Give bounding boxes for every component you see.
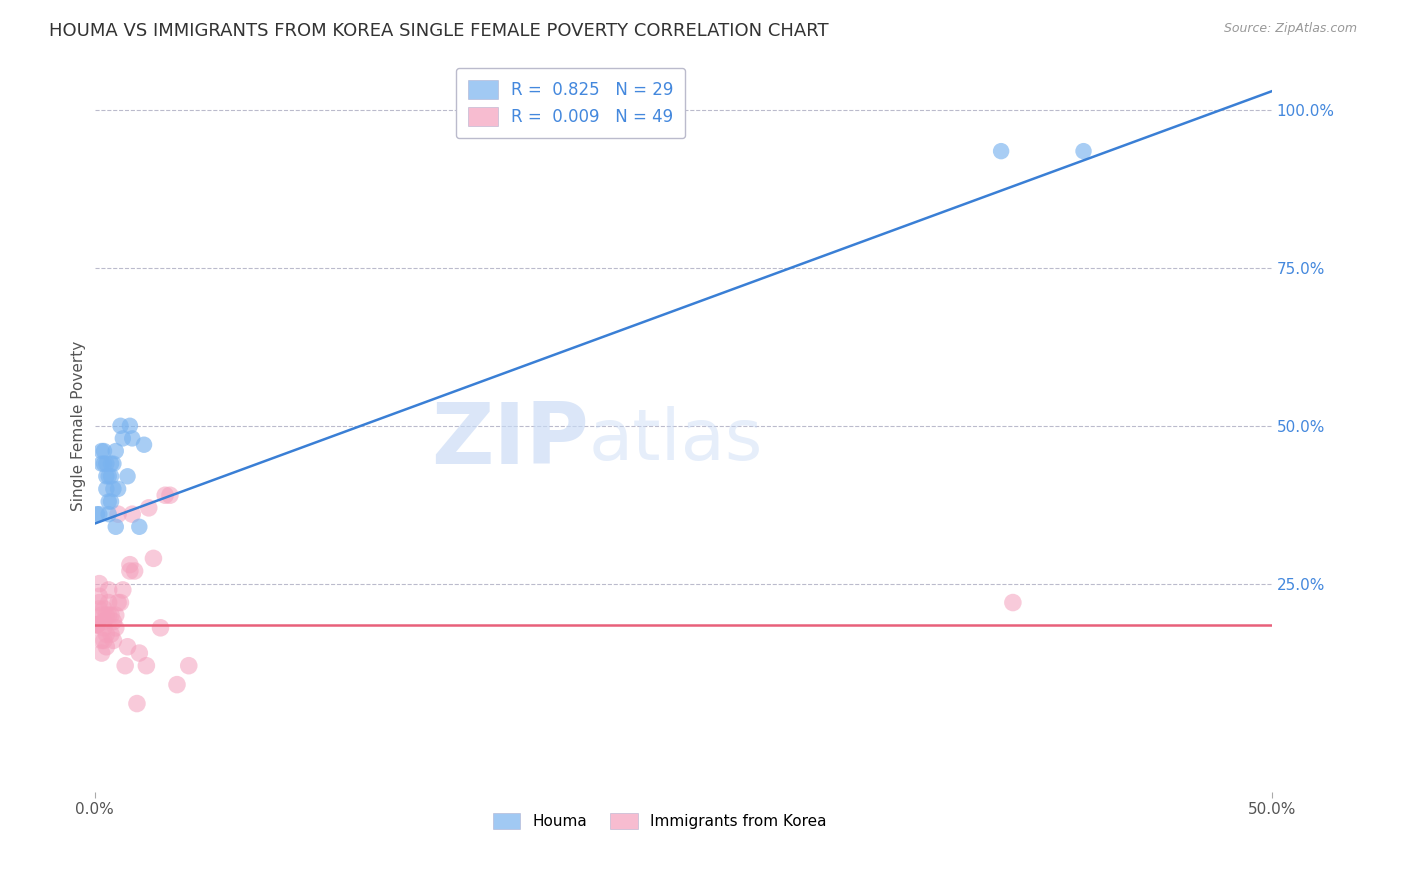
Point xyxy=(103,615,125,629)
Point xyxy=(100,457,122,471)
Point xyxy=(135,658,157,673)
Point xyxy=(104,608,127,623)
Point xyxy=(96,469,118,483)
Point xyxy=(89,589,111,603)
Point xyxy=(100,608,122,623)
Point xyxy=(89,507,111,521)
Point xyxy=(159,488,181,502)
Point xyxy=(86,617,108,632)
Point xyxy=(103,482,125,496)
Point xyxy=(97,469,120,483)
Point xyxy=(90,608,112,623)
Point xyxy=(142,551,165,566)
Point xyxy=(90,646,112,660)
Text: ZIP: ZIP xyxy=(432,399,589,482)
Point xyxy=(155,488,177,502)
Point xyxy=(103,457,125,471)
Point xyxy=(86,617,108,632)
Point xyxy=(97,582,120,597)
Point xyxy=(93,615,115,629)
Legend: Houma, Immigrants from Korea: Houma, Immigrants from Korea xyxy=(486,807,832,836)
Point xyxy=(97,494,120,508)
Point xyxy=(100,469,122,483)
Point xyxy=(107,596,129,610)
Y-axis label: Single Female Poverty: Single Female Poverty xyxy=(72,341,86,511)
Point xyxy=(128,520,150,534)
Point xyxy=(124,564,146,578)
Point xyxy=(149,621,172,635)
Point xyxy=(107,482,129,496)
Point xyxy=(110,596,132,610)
Point xyxy=(100,627,122,641)
Point xyxy=(132,438,155,452)
Text: atlas: atlas xyxy=(589,406,763,475)
Point xyxy=(118,418,141,433)
Point xyxy=(93,457,115,471)
Point xyxy=(177,658,200,673)
Point xyxy=(104,520,127,534)
Point xyxy=(89,576,111,591)
Point xyxy=(121,431,143,445)
Point xyxy=(100,494,122,508)
Point xyxy=(96,640,118,654)
Point xyxy=(93,621,115,635)
Point xyxy=(117,469,139,483)
Point xyxy=(114,658,136,673)
Point xyxy=(110,418,132,433)
Point xyxy=(96,482,118,496)
Point xyxy=(1073,144,1095,158)
Point xyxy=(96,457,118,471)
Point xyxy=(93,444,115,458)
Point xyxy=(97,507,120,521)
Point xyxy=(97,608,120,623)
Point xyxy=(86,507,108,521)
Point xyxy=(1001,596,1024,610)
Point xyxy=(86,617,108,632)
Point xyxy=(90,457,112,471)
Point xyxy=(96,608,118,623)
Point xyxy=(128,646,150,660)
Point xyxy=(118,558,141,572)
Text: HOUMA VS IMMIGRANTS FROM KOREA SINGLE FEMALE POVERTY CORRELATION CHART: HOUMA VS IMMIGRANTS FROM KOREA SINGLE FE… xyxy=(49,22,828,40)
Point xyxy=(121,507,143,521)
Point xyxy=(104,621,127,635)
Point xyxy=(111,431,134,445)
Point xyxy=(117,640,139,654)
Point xyxy=(93,602,115,616)
Point xyxy=(990,144,1012,158)
Point xyxy=(125,697,148,711)
Point xyxy=(103,633,125,648)
Point xyxy=(138,500,160,515)
Point xyxy=(118,564,141,578)
Point xyxy=(86,617,108,632)
Point xyxy=(89,596,111,610)
Point xyxy=(107,507,129,521)
Text: Source: ZipAtlas.com: Source: ZipAtlas.com xyxy=(1223,22,1357,36)
Point xyxy=(166,678,188,692)
Point xyxy=(86,617,108,632)
Point xyxy=(90,444,112,458)
Point xyxy=(97,596,120,610)
Point xyxy=(89,602,111,616)
Point xyxy=(90,633,112,648)
Point xyxy=(111,582,134,597)
Point xyxy=(96,627,118,641)
Point xyxy=(93,633,115,648)
Point xyxy=(104,444,127,458)
